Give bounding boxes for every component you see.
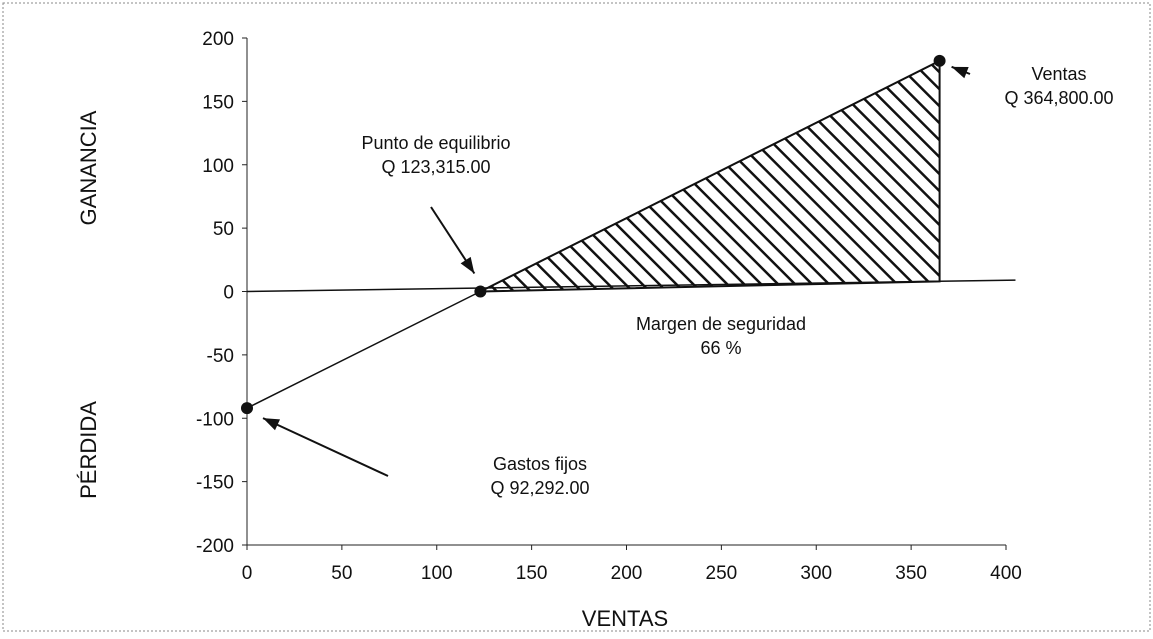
- y-tick-label: -150: [196, 473, 234, 494]
- x-tick-label: 0: [242, 563, 253, 584]
- y-tick-label: -100: [196, 409, 234, 430]
- arrow-punto-equilibrio: [430, 206, 476, 275]
- y-tick-label: 150: [202, 92, 234, 113]
- point-punto-equilibrio: [474, 285, 487, 298]
- y-tick-label: -50: [207, 346, 234, 367]
- y-tick-label: 200: [202, 29, 234, 50]
- x-tick-label: 350: [895, 563, 927, 584]
- arrow-gastos-fijos-shaft: [262, 417, 389, 477]
- y-tick-label: 100: [202, 156, 234, 177]
- y-tick-label: -200: [196, 536, 234, 557]
- x-tick-label: 300: [800, 563, 832, 584]
- annotation-gastos-fijos-line2: Q 92,292.00: [490, 478, 589, 498]
- annotation-punto-equilibrio-line1: Punto de equilibrio: [361, 133, 510, 153]
- annotation-ventas-line1: Ventas: [1031, 64, 1086, 84]
- x-axis-title: VENTAS: [582, 606, 668, 631]
- annotation-ventas-line2: Q 364,800.00: [1004, 88, 1113, 108]
- axes: 200 150 100 50 0 -50 -100 -150 -200 0 50 100 150 200 2…: [196, 29, 1022, 584]
- y-tick-label: 50: [213, 219, 234, 240]
- x-tick-label: 150: [516, 563, 548, 584]
- x-tick-label: 200: [611, 563, 643, 584]
- x-tick-label: 50: [331, 563, 352, 584]
- point-ventas: [933, 54, 946, 67]
- points: [241, 54, 946, 415]
- annotation-arrows: [262, 65, 971, 477]
- arrow-gastos-fijos: [262, 417, 389, 477]
- y-axis-title-negative: PÉRDIDA: [76, 401, 101, 499]
- annotation-gastos-fijos-line1: Gastos fijos: [493, 454, 587, 474]
- x-tick-label: 100: [421, 563, 453, 584]
- y-tick-label: 0: [223, 283, 234, 304]
- arrow-gastos-fijos-head: [263, 418, 281, 431]
- annotation-margen-line2: 66 %: [700, 338, 741, 358]
- x-tick-label: 250: [706, 563, 738, 584]
- arrow-punto-equilibrio-head: [460, 256, 475, 274]
- annotation-margen-line1: Margen de seguridad: [636, 314, 806, 334]
- annotation-punto-equilibrio-line2: Q 123,315.00: [381, 157, 490, 177]
- x-tick-label: 400: [990, 563, 1022, 584]
- y-axis-title-positive: GANANCIA: [76, 110, 101, 225]
- zero-line: [246, 279, 1016, 293]
- arrow-ventas: [951, 65, 971, 79]
- point-gastos-fijos: [241, 402, 253, 415]
- arrow-ventas-head: [951, 66, 969, 79]
